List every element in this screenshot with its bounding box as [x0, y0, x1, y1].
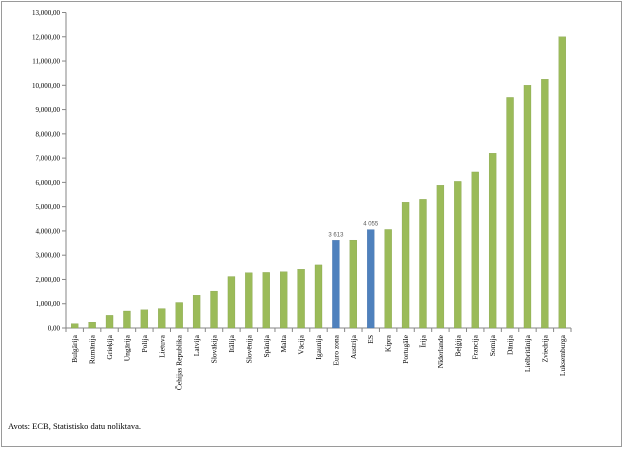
x-tick-label: Luksemburga — [558, 334, 567, 376]
bar-6 — [175, 302, 183, 329]
x-tick-label: Itālija — [227, 334, 236, 352]
y-tick-label: 12,000,00 — [32, 33, 61, 41]
x-tick-label: Bulgārija — [70, 334, 79, 363]
bar-7 — [192, 295, 201, 329]
bar-26 — [523, 85, 532, 329]
x-tick-label: Spānija — [262, 334, 271, 357]
bar-9 — [227, 276, 236, 329]
x-tick-label: ES — [366, 335, 375, 344]
x-tick-label: Austrija — [349, 334, 358, 359]
x-tick-label: Igaunija — [314, 334, 323, 359]
bar-28 — [558, 36, 566, 329]
y-tick-label: 4,000,00 — [36, 227, 61, 235]
bar-25 — [506, 97, 514, 329]
x-tick-label: Somija — [488, 334, 497, 356]
bar-15 — [332, 240, 340, 329]
y-tick-label: 9,000,00 — [36, 106, 61, 114]
x-tick-label: Rumānija — [88, 334, 97, 364]
bar-14 — [314, 264, 323, 329]
x-tick-label: Dānija — [506, 334, 515, 355]
x-tick-label: Lielbritānija — [523, 334, 532, 372]
bar-12 — [280, 271, 288, 329]
y-tick-label: 8,000,00 — [36, 130, 61, 138]
source-note: Avots: ECB, Statistisko datu noliktava. — [8, 421, 142, 431]
y-tick-label: 2,000,00 — [36, 276, 61, 284]
y-tick-label: 7,000,00 — [36, 155, 61, 163]
bar-27 — [541, 79, 549, 329]
y-tick-label: 11,000,00 — [32, 58, 60, 66]
bar-5 — [158, 308, 166, 329]
x-tick-label: Īrija — [418, 334, 427, 347]
y-tick-label: 6,000,00 — [36, 179, 61, 187]
bar-22 — [454, 181, 462, 329]
bar-20 — [419, 199, 427, 329]
x-tick-label: Francija — [471, 334, 480, 359]
x-tick-label: Čehijas Republika — [174, 334, 184, 390]
bar-1 — [88, 322, 96, 329]
x-tick-label: Lietuva — [157, 334, 166, 358]
bar-3 — [123, 310, 131, 329]
y-tick-label: 5,000,00 — [36, 203, 61, 211]
bar-10 — [245, 272, 253, 329]
x-tick-label: Euro zona — [331, 334, 340, 365]
bar-16 — [349, 239, 357, 329]
bar-21 — [436, 185, 445, 329]
bar-13 — [297, 269, 305, 329]
x-tick-label: Latvija — [192, 334, 201, 356]
bar-18 — [384, 229, 392, 329]
data-label: 3 613 — [328, 232, 344, 238]
y-tick-label: 3,000,00 — [36, 252, 61, 260]
bar-24 — [488, 153, 497, 329]
bar-0 — [71, 323, 79, 329]
x-tick-label: Kipra — [384, 334, 393, 352]
y-tick-label: 0,00 — [48, 325, 61, 333]
x-tick-label: Grieķija — [105, 334, 115, 359]
y-tick-label: 1,000,00 — [36, 300, 61, 308]
y-tick-label: 10,000,00 — [32, 82, 61, 90]
x-tick-label: Nīderlande — [436, 334, 445, 368]
x-tick-label: Ungārija — [122, 334, 131, 361]
bar-8 — [210, 290, 218, 329]
bar-23 — [471, 171, 479, 329]
data-label: 4 055 — [363, 222, 379, 228]
y-tick-label: 13,000,00 — [32, 9, 61, 17]
x-tick-label: Zviedrija — [540, 334, 549, 362]
x-tick-label: Vācija — [297, 334, 306, 354]
x-tick-label: Slovākija — [210, 334, 219, 363]
x-tick-label: Polija — [140, 334, 149, 352]
bar-4 — [140, 309, 149, 329]
x-tick-label: Slovēnija — [244, 334, 253, 363]
bar-19 — [401, 202, 410, 329]
bar-11 — [262, 272, 270, 329]
x-tick-label: Beļģija — [453, 334, 463, 356]
bar-2 — [105, 315, 114, 329]
x-tick-label: Malta — [279, 334, 288, 352]
bar-17 — [367, 229, 375, 329]
x-tick-label: Portugāle — [401, 334, 410, 363]
